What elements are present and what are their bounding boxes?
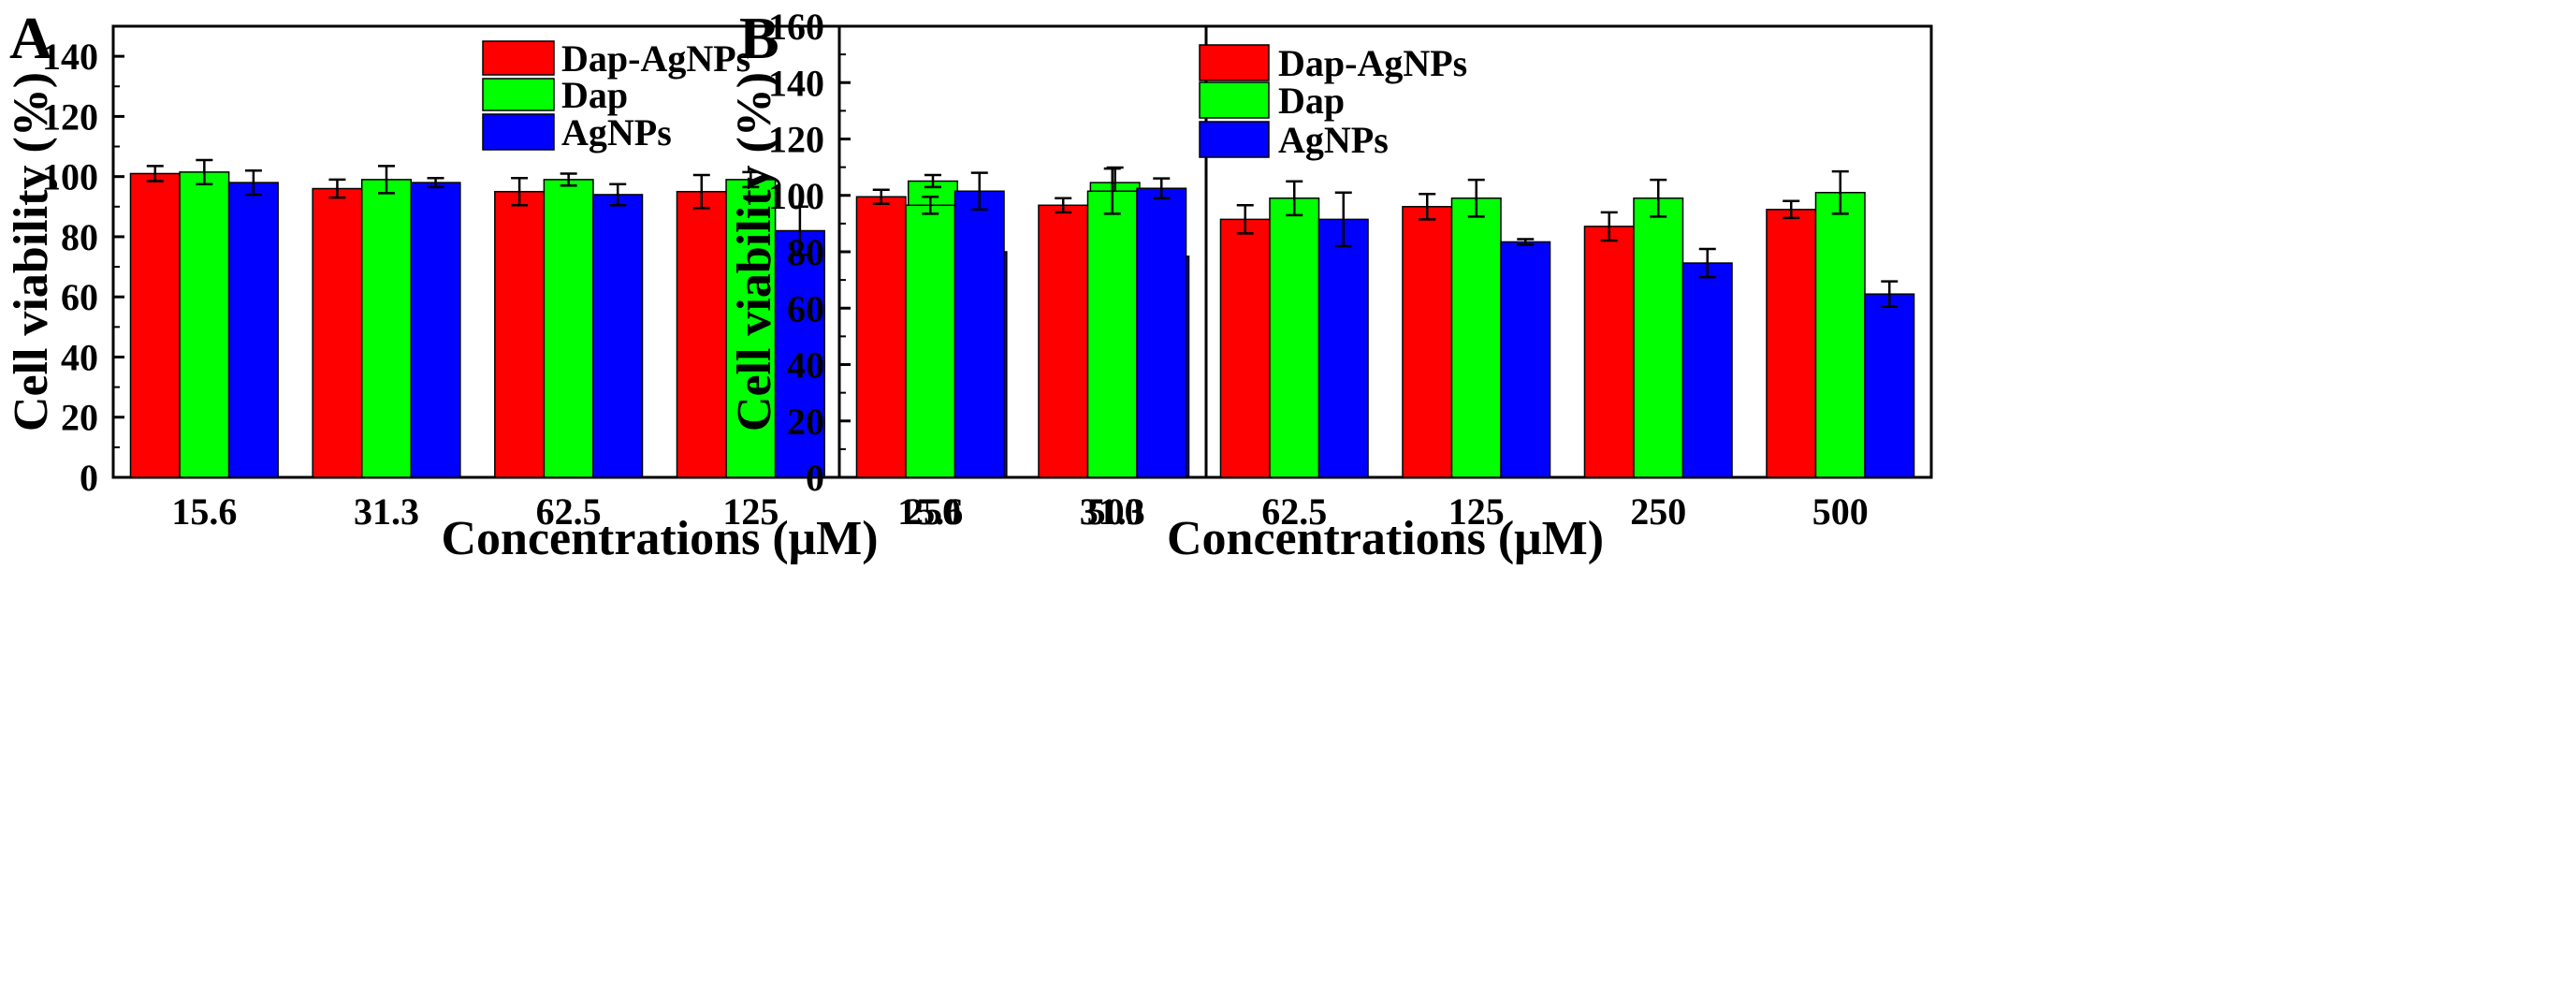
bar-dap-62.5	[1269, 197, 1320, 478]
bar-dap-125	[725, 179, 777, 478]
bar-agnps-500	[1864, 293, 1915, 478]
bar-dap-agnps-250	[1583, 226, 1635, 478]
y-tick-label: 100	[42, 156, 98, 198]
legend-swatch-dap-agnps	[1199, 44, 1270, 81]
bar-agnps-15.6	[953, 190, 1005, 478]
y-tick-label: 80	[61, 216, 98, 258]
bar-dap-agnps-31.3	[1038, 204, 1089, 478]
y-tick-label: 140	[768, 62, 824, 104]
y-tick-label: 0	[806, 457, 824, 499]
x-axis-title: Concentrations (μM)	[441, 512, 878, 565]
legend-swatch-agnps	[482, 113, 555, 151]
legend-swatch-dap-agnps	[482, 40, 555, 76]
bar-agnps-125	[1500, 241, 1551, 478]
y-tick-label: 60	[787, 287, 824, 329]
bar-dap-agnps-62.5	[494, 190, 546, 478]
legend-label: Dap	[561, 74, 628, 116]
bar-dap-125	[1450, 197, 1502, 478]
x-tick-label: 500	[1812, 490, 1869, 533]
bar-agnps-15.6	[227, 182, 279, 478]
legend-swatch-dap	[1199, 81, 1270, 119]
y-axis-title: Cell viability (%)	[728, 72, 781, 431]
bar-dap-agnps-500	[1766, 209, 1817, 478]
x-tick-label: 250	[905, 490, 961, 533]
bar-dap-agnps-15.6	[855, 196, 907, 478]
bar-dap-agnps-62.5	[1219, 218, 1271, 478]
legend-swatch-agnps	[1199, 121, 1270, 158]
x-tick-label: 31.3	[1080, 490, 1145, 533]
bar-dap-62.5	[543, 179, 594, 478]
plot-frame	[111, 24, 1208, 479]
y-tick-label: 160	[768, 6, 824, 48]
y-axis-title: Cell viability (%)	[5, 72, 58, 431]
y-tick-label: 120	[42, 95, 98, 138]
legend-label: Dap-AgNPs	[561, 37, 750, 80]
y-tick-label: 100	[768, 175, 824, 217]
bar-dap-31.3	[360, 179, 413, 478]
legend-swatch-dap	[482, 78, 555, 111]
y-tick-label: 120	[768, 119, 824, 161]
y-tick-label: 80	[787, 231, 824, 273]
bar-dap-agnps-125	[676, 190, 727, 478]
bar-dap-agnps-15.6	[129, 172, 181, 478]
bar-agnps-31.3	[1136, 187, 1187, 478]
x-tick-label: 500	[1087, 490, 1143, 533]
bar-agnps-62.5	[592, 194, 644, 478]
x-tick-label: 250	[1630, 490, 1686, 533]
y-tick-label: 40	[61, 336, 98, 378]
bar-dap-31.3	[1086, 190, 1138, 478]
x-axis-title: Concentrations (μM)	[1167, 512, 1604, 565]
bar-agnps-125	[774, 229, 825, 478]
bar-dap-15.6	[179, 171, 230, 478]
panel-label: A	[9, 5, 52, 71]
bar-dap-agnps-31.3	[312, 187, 363, 478]
legend-label: AgNPs	[1278, 119, 1389, 161]
x-tick-label: 31.3	[354, 490, 419, 533]
y-tick-label: 140	[42, 36, 98, 78]
bar-agnps-62.5	[1317, 218, 1369, 478]
x-tick-label: 125	[722, 490, 779, 533]
x-tick-label: 62.5	[1261, 490, 1327, 533]
bar-agnps-31.3	[410, 182, 461, 478]
x-tick-label: 125	[1448, 490, 1505, 533]
y-tick-label: 40	[787, 344, 824, 387]
y-tick-label: 0	[80, 457, 98, 499]
bar-dap-agnps-125	[1402, 206, 1453, 478]
chart-panel-b: B 0 20 40 60 80 100 120 140 160 Cell viability (%)…	[728, 5, 1933, 565]
x-tick-label: 62.5	[536, 490, 602, 533]
bar-dap-500	[1814, 191, 1866, 478]
bar-dap-250	[1633, 197, 1684, 478]
y-tick-label: 20	[61, 397, 98, 439]
bar-agnps-250	[1681, 262, 1733, 478]
y-tick-label: 20	[787, 401, 824, 443]
panel-label: B	[739, 5, 779, 71]
x-tick-label: 15.6	[897, 490, 963, 533]
bar-dap-15.6	[905, 204, 956, 478]
legend-label: AgNPs	[561, 111, 672, 153]
x-tick-label: 15.6	[171, 490, 237, 533]
legend-label: Dap	[1278, 80, 1345, 122]
y-tick-label: 60	[61, 276, 98, 318]
legend-label: Dap-AgNPs	[1278, 42, 1467, 84]
